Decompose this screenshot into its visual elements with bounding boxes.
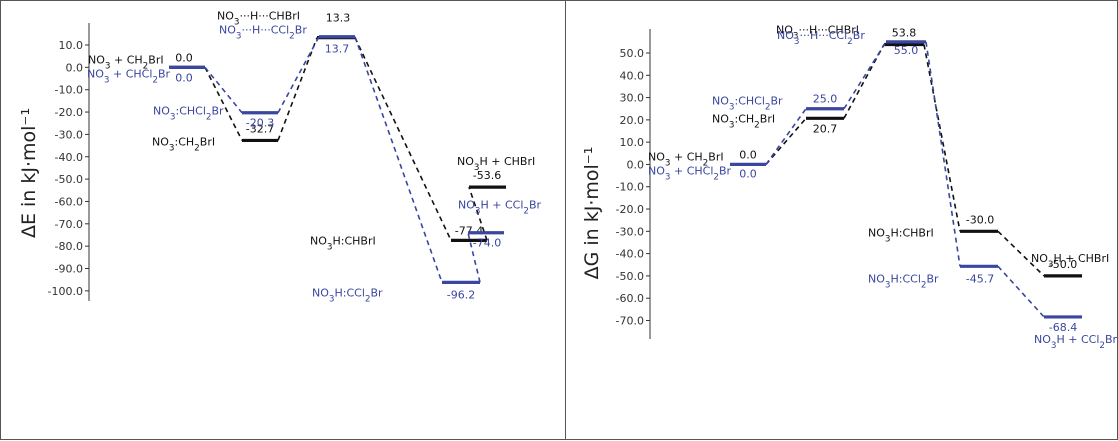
species-label: NO3H + CCl2Br bbox=[1034, 333, 1118, 351]
species-label: NO3:CH2BrI bbox=[712, 112, 775, 130]
energy-value-label: -32.7 bbox=[246, 122, 274, 135]
y-tick-label: -30.0 bbox=[616, 225, 644, 238]
energy-value-label: -74.0 bbox=[473, 237, 501, 250]
species-label: NO3H:CHBrI bbox=[310, 234, 376, 252]
y-axis-label: ΔE in kJ·mol⁻¹ bbox=[18, 108, 40, 238]
y-tick-label: -70.0 bbox=[616, 314, 644, 327]
y-tick-label: -10.0 bbox=[55, 84, 83, 97]
species-label: NO3···H···CHBrI bbox=[217, 10, 300, 28]
y-tick-label: 40.0 bbox=[620, 69, 645, 82]
y-axis-label: ΔG in kJ·mol⁻¹ bbox=[581, 147, 603, 280]
species-label: NO3H + CCl2Br bbox=[458, 199, 542, 217]
y-tick-label: -60.0 bbox=[616, 292, 644, 305]
energy-profile-panel: 10.0 0.0 -10.0 -20.0 -30.0 -40.0 -50.0 -60.0 -70… bbox=[0, 0, 566, 440]
energy-value-label: 55.0 bbox=[894, 44, 919, 57]
connector-line bbox=[277, 36, 320, 114]
energy-value-label: -20.3 bbox=[246, 117, 274, 130]
y-tick-label: 0.0 bbox=[66, 61, 84, 74]
connector-line bbox=[765, 117, 807, 165]
species-label: NO3···H···CHBrI bbox=[776, 24, 859, 42]
species-label: NO3H:CHBrI bbox=[868, 226, 934, 244]
connector-line bbox=[843, 41, 887, 110]
y-tick-label: -20.0 bbox=[616, 203, 644, 216]
connector-line bbox=[354, 37, 452, 241]
y-tick-label: -70.0 bbox=[55, 218, 83, 231]
connector-line bbox=[765, 108, 807, 165]
connector-line bbox=[923, 44, 961, 232]
connector-line bbox=[843, 44, 885, 119]
species-label: NO3H + CHBrI bbox=[457, 155, 535, 173]
y-tick-label: 10.0 bbox=[620, 136, 645, 149]
connector-line bbox=[997, 265, 1045, 318]
energy-value-label: -45.7 bbox=[966, 272, 994, 285]
y-tick-label: 30.0 bbox=[620, 92, 645, 105]
species-label: NO3 + CHCl2Br bbox=[87, 67, 171, 85]
y-tick-label: 50.0 bbox=[620, 47, 645, 60]
connector-line bbox=[204, 66, 243, 114]
energy-value-label: -30.0 bbox=[966, 213, 994, 226]
energy-profile-chart: 10.0 0.0 -10.0 -20.0 -30.0 -40.0 -50.0 -60.0 -70… bbox=[18, 10, 542, 305]
connector-line bbox=[277, 37, 318, 141]
species-label: NO3:CHCl2Br bbox=[712, 95, 783, 113]
y-tick-label: -50.0 bbox=[55, 173, 83, 186]
y-tick-label: -40.0 bbox=[55, 151, 83, 164]
energy-value-label: -50.0 bbox=[1049, 258, 1077, 271]
energy-value-label: 0.0 bbox=[175, 51, 193, 64]
y-tick-label: -40.0 bbox=[616, 248, 644, 261]
species-label: NO3H + CHBrI bbox=[1031, 252, 1109, 270]
species-label: NO3 + CH2BrI bbox=[88, 53, 164, 71]
species-label: NO3···H···CCl2Br bbox=[777, 29, 865, 47]
species-label: NO3:CHCl2Br bbox=[153, 105, 224, 123]
species-label: NO3···H···CCl2Br bbox=[219, 24, 307, 42]
energy-value-label: 25.0 bbox=[813, 93, 838, 106]
y-tick-label: -50.0 bbox=[616, 270, 644, 283]
y-tick-label: 10.0 bbox=[59, 39, 84, 52]
energy-value-label: -68.4 bbox=[1049, 321, 1077, 334]
energy-value-label: -96.2 bbox=[447, 288, 475, 301]
y-tick-label: 0.0 bbox=[627, 158, 645, 171]
energy-value-label: 53.8 bbox=[892, 27, 917, 40]
energy-value-label: 0.0 bbox=[175, 71, 193, 84]
y-tick-label: 20.0 bbox=[620, 114, 645, 127]
species-label: NO3:CH2BrI bbox=[152, 135, 215, 153]
connector-line bbox=[925, 41, 961, 267]
y-tick-label: -100.0 bbox=[48, 285, 83, 298]
energy-value-label: 13.7 bbox=[325, 43, 350, 56]
species-label: NO3 + CHCl2Br bbox=[648, 164, 732, 182]
y-tick-label: -10.0 bbox=[616, 181, 644, 194]
species-label: NO3 + CH2BrI bbox=[648, 150, 724, 168]
connector-line bbox=[354, 36, 443, 283]
free-energy-profile-panel: 50.0 40.0 30.0 20.0 10.0 0.0 -10.0 -20.0 -30.0 -4… bbox=[566, 0, 1118, 440]
energy-value-label: 20.7 bbox=[813, 122, 838, 135]
connector-line bbox=[997, 230, 1045, 277]
free-energy-profile-chart: 50.0 40.0 30.0 20.0 10.0 0.0 -10.0 -20.0 -30.0 -4… bbox=[581, 24, 1118, 351]
energy-value-label: 13.3 bbox=[326, 12, 351, 25]
energy-value-label: 0.0 bbox=[739, 167, 757, 180]
y-tick-label: -90.0 bbox=[55, 263, 83, 276]
y-tick-label: -20.0 bbox=[55, 106, 83, 119]
species-label: NO3H:CCl2Br bbox=[868, 272, 939, 290]
y-tick-label: -60.0 bbox=[55, 195, 83, 208]
y-tick-label: -30.0 bbox=[55, 128, 83, 141]
y-tick-label: -80.0 bbox=[55, 240, 83, 253]
energy-value-label: 0.0 bbox=[739, 148, 757, 161]
energy-value-label: -53.6 bbox=[473, 169, 501, 182]
connector-line bbox=[204, 66, 243, 141]
species-label: NO3H:CCl2Br bbox=[312, 286, 383, 304]
